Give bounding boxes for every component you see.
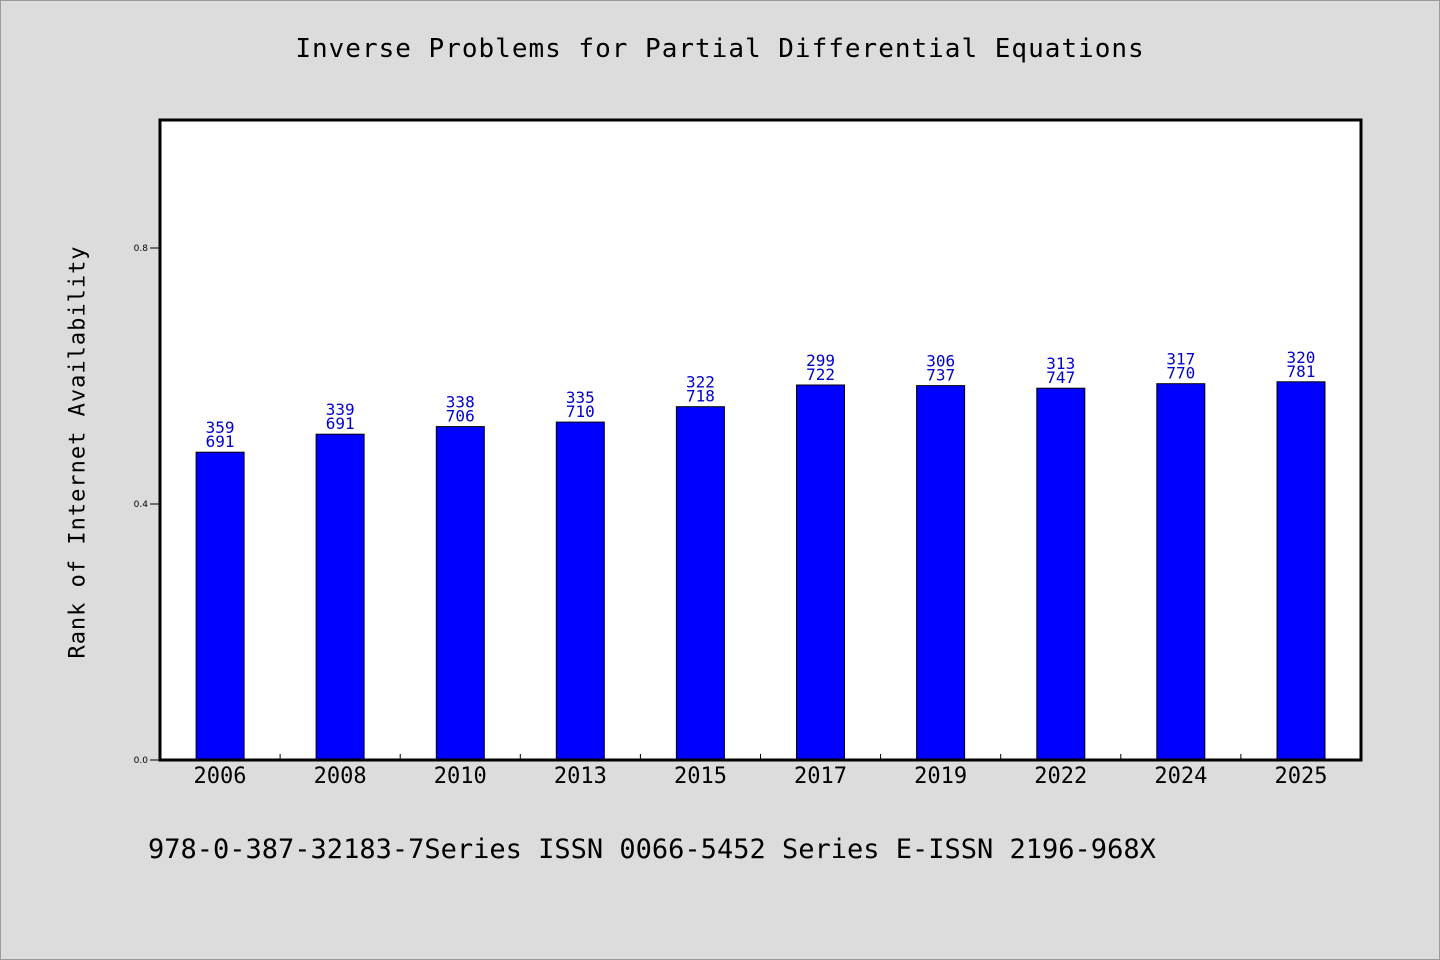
y-tick-label-0.4: 0.4	[134, 500, 149, 510]
y-tick-label-0.0: 0.0	[134, 756, 149, 766]
bar-label-bottom-2006: 691	[206, 432, 235, 451]
bar-label-bottom-2024: 770	[1166, 364, 1195, 383]
x-tick-label-2006: 2006	[194, 764, 247, 789]
bar-2008	[315, 433, 365, 761]
x-tick-label-2017: 2017	[794, 764, 847, 789]
bar-label-bottom-2008: 691	[326, 414, 355, 433]
bar-label-bottom-2017: 722	[806, 365, 835, 384]
bar-2013	[555, 421, 605, 761]
x-tick-label-2024: 2024	[1154, 764, 1207, 789]
bar-2015	[675, 406, 725, 761]
bar-label-top-2015: 322	[686, 373, 715, 392]
x-tick-label-2013: 2013	[554, 764, 607, 789]
bar-label-top-2010: 338	[446, 393, 475, 412]
bar-label-top-2024: 317	[1166, 350, 1195, 369]
bar-2024	[1156, 383, 1206, 761]
bar-label-top-2006: 359	[206, 418, 235, 437]
y-tick-label-0.8: 0.8	[134, 244, 149, 254]
bar-2019	[916, 385, 966, 761]
plot-border	[158, 118, 1363, 762]
bar-label-top-2017: 299	[806, 351, 835, 370]
bar-label-bottom-2025: 781	[1286, 362, 1315, 381]
bar-label-bottom-2022: 747	[1046, 368, 1075, 387]
bar-label-bottom-2010: 706	[446, 407, 475, 426]
x-tick-label-2015: 2015	[674, 764, 727, 789]
footer-isbn-issn: 978-0-387-32183-7Series ISSN 0066-5452 S…	[148, 834, 1156, 865]
bar-2025	[1276, 381, 1326, 761]
bar-label-bottom-2015: 718	[686, 387, 715, 406]
x-tick-label-2022: 2022	[1034, 764, 1087, 789]
bar-2010	[435, 426, 485, 761]
bar-2006	[195, 451, 245, 761]
bar-label-top-2025: 320	[1286, 348, 1315, 367]
bar-label-top-2013: 335	[566, 388, 595, 407]
x-tick-label-2008: 2008	[314, 764, 367, 789]
bar-label-bottom-2019: 737	[926, 366, 955, 385]
x-tick-label-2019: 2019	[914, 764, 967, 789]
x-tick-label-2025: 2025	[1274, 764, 1327, 789]
bar-2022	[1036, 387, 1086, 761]
bar-label-bottom-2013: 710	[566, 402, 595, 421]
bar-label-top-2019: 306	[926, 352, 955, 371]
bar-label-top-2008: 339	[326, 400, 355, 419]
bar-label-top-2022: 313	[1046, 354, 1075, 373]
x-tick-label-2010: 2010	[434, 764, 487, 789]
chart-title: Inverse Problems for Partial Differentia…	[295, 34, 1145, 64]
bar-2017	[796, 384, 845, 761]
